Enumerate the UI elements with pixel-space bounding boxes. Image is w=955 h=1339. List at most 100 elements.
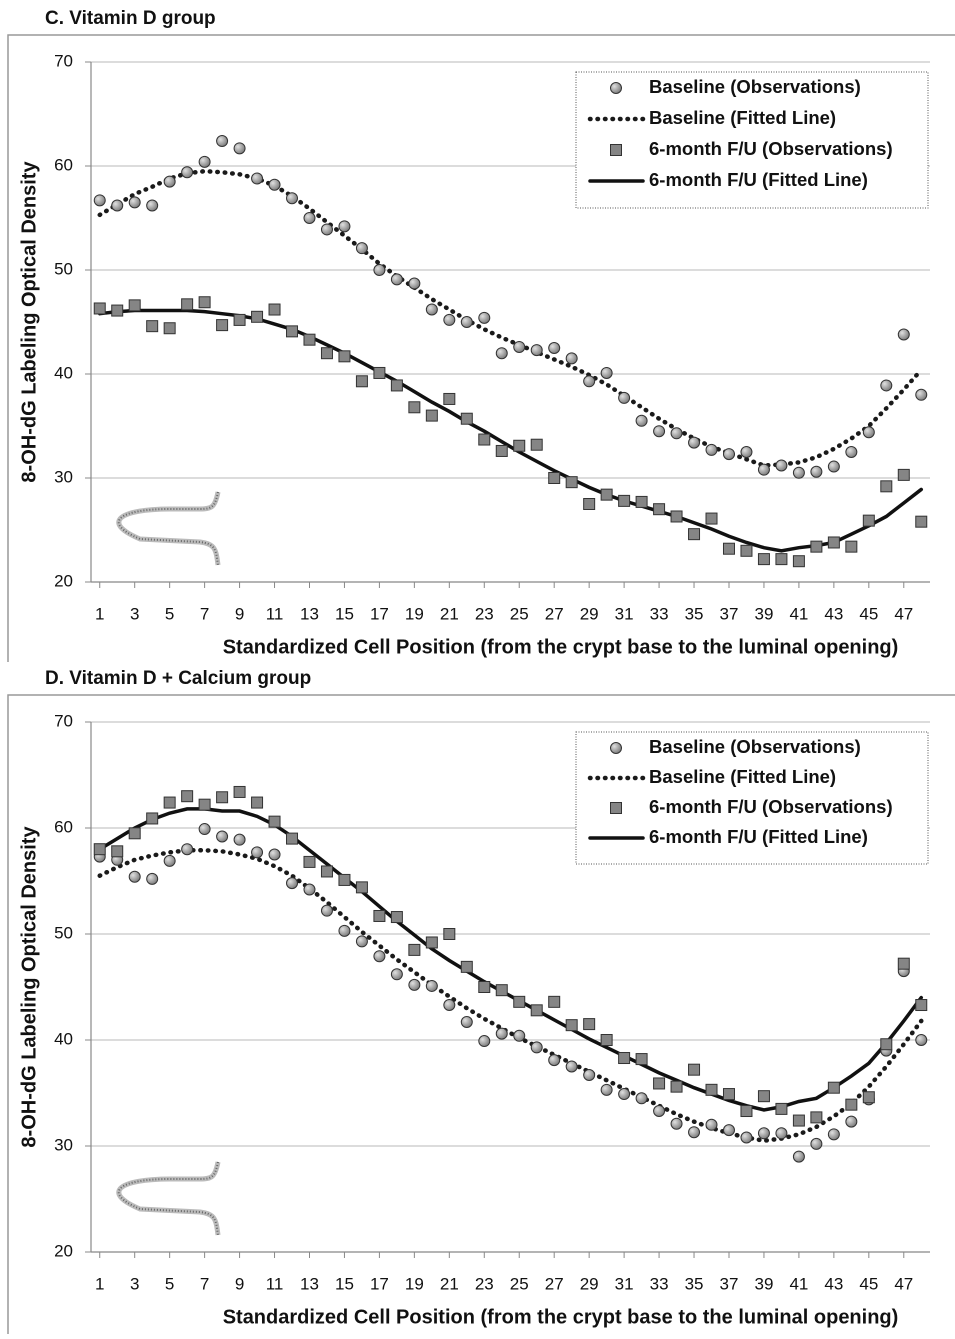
x-tick-label: 9 [235, 1274, 244, 1293]
observation-point [601, 367, 612, 378]
x-tick-label: 15 [335, 604, 354, 623]
observation-point [584, 1069, 595, 1080]
x-tick-label: 19 [405, 604, 424, 623]
observation-point [356, 376, 367, 387]
observation-point [164, 797, 175, 808]
observation-point [916, 389, 927, 400]
observation-point [828, 537, 839, 548]
x-tick-label: 21 [440, 1274, 459, 1293]
observation-point [846, 1116, 857, 1127]
legend-label: Baseline (Observations) [649, 76, 861, 97]
observation-point [549, 343, 560, 354]
observation-point [846, 541, 857, 552]
observation-point [444, 393, 455, 404]
observation-point [898, 329, 909, 340]
x-tick-label: 41 [789, 1274, 808, 1293]
observation-point [514, 440, 525, 451]
observation-point [584, 499, 595, 510]
legend-label: Baseline (Fitted Line) [649, 107, 836, 128]
observation-point [863, 1092, 874, 1103]
observation-point [566, 1061, 577, 1072]
observation-point [444, 929, 455, 940]
x-tick-label: 29 [580, 1274, 599, 1293]
observation-point [549, 473, 560, 484]
observation-point [356, 243, 367, 254]
x-tick-label: 29 [580, 604, 599, 623]
observation-point [252, 797, 263, 808]
observation-point [252, 847, 263, 858]
x-tick-label: 47 [894, 1274, 913, 1293]
y-tick-label: 60 [54, 155, 73, 174]
observation-point [496, 348, 507, 359]
observation-point [304, 884, 315, 895]
observation-point [898, 469, 909, 480]
observation-point [671, 1081, 682, 1092]
legend-marker [611, 743, 622, 754]
legend-marker [611, 803, 622, 814]
observation-point [496, 1028, 507, 1039]
y-tick-label: 50 [54, 923, 73, 942]
x-tick-label: 43 [824, 1274, 843, 1293]
chart: C. Vitamin D group2030405060701357911131… [0, 0, 955, 1334]
y-tick-label: 30 [54, 1135, 73, 1154]
observation-point [444, 314, 455, 325]
observation-point [112, 200, 123, 211]
legend-label: 6-month F/U (Fitted Line) [649, 169, 868, 190]
observation-point [479, 982, 490, 993]
observation-point [112, 305, 123, 316]
observation-point [479, 434, 490, 445]
observation-point [164, 323, 175, 334]
observation-point [758, 1091, 769, 1102]
observation-point [706, 444, 717, 455]
observation-point [584, 1019, 595, 1030]
y-tick-label: 50 [54, 259, 73, 278]
observation-point [426, 937, 437, 948]
observation-point [758, 464, 769, 475]
x-tick-label: 37 [720, 604, 739, 623]
observation-point [689, 1064, 700, 1075]
observation-point [234, 834, 245, 845]
observation-point [531, 439, 542, 450]
observation-point [811, 466, 822, 477]
observation-point [269, 304, 280, 315]
x-tick-label: 39 [754, 1274, 773, 1293]
observation-point [514, 341, 525, 352]
observation-point [549, 996, 560, 1007]
observation-point [147, 813, 158, 824]
x-tick-label: 3 [130, 1274, 139, 1293]
observation-point [671, 1118, 682, 1129]
observation-point [287, 326, 298, 337]
y-tick-label: 40 [54, 1029, 73, 1048]
observation-point [304, 334, 315, 345]
x-tick-label: 17 [370, 604, 389, 623]
legend-label: 6-month F/U (Observations) [649, 796, 893, 817]
observation-point [723, 1089, 734, 1100]
observation-point [776, 460, 787, 471]
observation-point [636, 1054, 647, 1065]
observation-point [94, 195, 105, 206]
observation-point [269, 816, 280, 827]
x-tick-label: 35 [685, 604, 704, 623]
observation-point [723, 543, 734, 554]
observation-point [339, 925, 350, 936]
observation-point [426, 980, 437, 991]
x-tick-label: 25 [510, 1274, 529, 1293]
observation-point [881, 380, 892, 391]
observation-point [129, 197, 140, 208]
observation-point [828, 1129, 839, 1140]
observation-point [776, 1103, 787, 1114]
y-axis-label: 8-OH-dG Labeling Optical Density [18, 826, 40, 1148]
observation-point [409, 979, 420, 990]
x-tick-label: 13 [300, 604, 319, 623]
observation-point [654, 1078, 665, 1089]
observation-point [182, 299, 193, 310]
observation-point [391, 912, 402, 923]
observation-point [654, 426, 665, 437]
observation-point [811, 541, 822, 552]
observation-point [409, 278, 420, 289]
observation-point [636, 415, 647, 426]
observation-point [94, 844, 105, 855]
observation-point [339, 874, 350, 885]
observation-point [321, 905, 332, 916]
observation-point [391, 380, 402, 391]
